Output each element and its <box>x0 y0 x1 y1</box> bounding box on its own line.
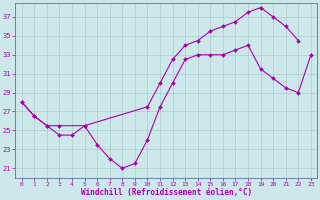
X-axis label: Windchill (Refroidissement éolien,°C): Windchill (Refroidissement éolien,°C) <box>81 188 252 197</box>
